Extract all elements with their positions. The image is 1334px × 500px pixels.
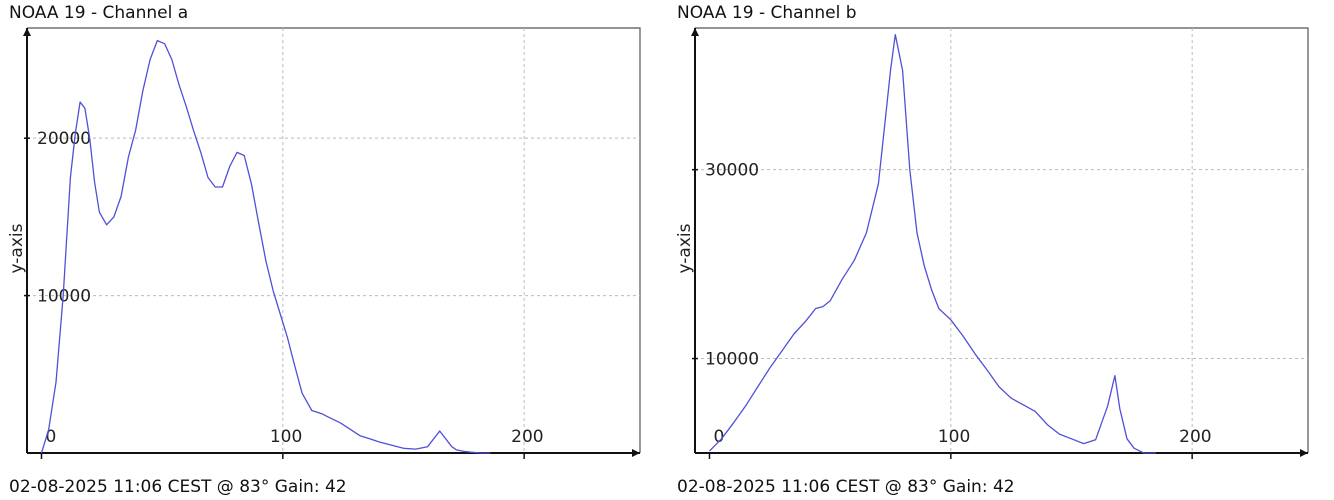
series-line bbox=[709, 33, 1156, 454]
chart-title: NOAA 19 - Channel a bbox=[9, 3, 189, 23]
x-tick-label: 0 bbox=[45, 427, 56, 447]
y-axis-arrow bbox=[23, 28, 31, 36]
x-tick-label: 0 bbox=[713, 427, 724, 447]
x-axis-arrow bbox=[1300, 449, 1308, 457]
x-axis-arrow bbox=[632, 449, 640, 457]
y-tick-label: 10000 bbox=[705, 350, 759, 370]
y-axis-arrow bbox=[691, 28, 699, 36]
chart-plot-area: 0 100 200 10000 30000 y-axis bbox=[675, 27, 1309, 459]
y-tick-label: 30000 bbox=[705, 161, 759, 181]
chart-footer: 02-08-2025 11:06 CEST @ 83° Gain: 42 bbox=[677, 477, 1015, 497]
y-axis-label: y-axis bbox=[7, 223, 27, 273]
chart-footer: 02-08-2025 11:06 CEST @ 83° Gain: 42 bbox=[9, 477, 347, 497]
chart-panel-channel-a: NOAA 19 - Channel a 0 100 200 10000 20000 y-a… bbox=[0, 0, 650, 500]
y-tick-label: 10000 bbox=[37, 287, 91, 307]
series-line bbox=[40, 39, 491, 454]
plot-frame bbox=[695, 27, 1309, 453]
chart-panel-channel-b: NOAA 19 - Channel b 0 100 200 10000 30000 y-a… bbox=[668, 0, 1318, 500]
chart-title: NOAA 19 - Channel b bbox=[677, 3, 857, 23]
y-tick-label: 20000 bbox=[37, 129, 91, 149]
chart-plot-area: 0 100 200 10000 20000 y-axis bbox=[7, 27, 641, 459]
x-tick-label: 200 bbox=[1179, 427, 1211, 447]
x-tick-label: 100 bbox=[270, 427, 302, 447]
plot-frame bbox=[27, 27, 641, 453]
x-tick-label: 100 bbox=[938, 427, 970, 447]
y-axis-label: y-axis bbox=[675, 223, 695, 273]
x-tick-label: 200 bbox=[511, 427, 543, 447]
